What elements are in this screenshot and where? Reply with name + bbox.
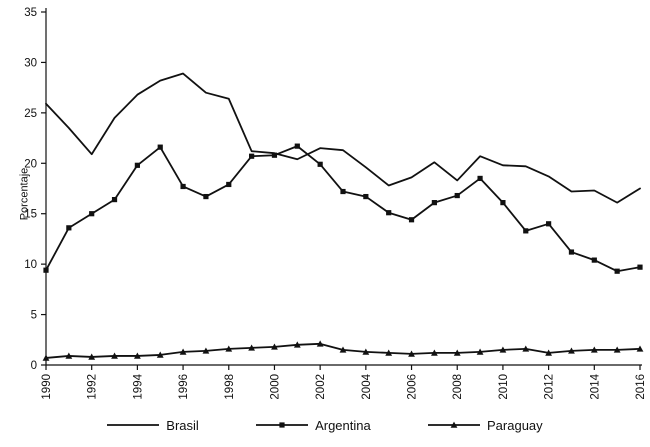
x-tick-label: 1996 — [178, 374, 190, 400]
legend-label: Brasil — [166, 417, 199, 433]
y-tick-label: 10 — [24, 259, 37, 271]
marker-square-argentina — [43, 267, 49, 273]
legend-triangle-sample-icon — [428, 421, 481, 428]
marker-square-argentina — [317, 161, 323, 167]
series-line-brasil — [45, 72, 641, 204]
marker-triangle-paraguay — [636, 345, 644, 352]
x-tick-label: 1998 — [224, 374, 236, 400]
x-tick-label: 2012 — [544, 374, 556, 400]
legend-item-paraguay: Paraguay — [428, 418, 543, 433]
marker-triangle-paraguay — [202, 347, 210, 354]
y-tick-label: 30 — [24, 57, 37, 69]
marker-triangle-paraguay — [271, 343, 278, 350]
y-tick-label: 20 — [24, 158, 37, 170]
x-tick-label: 2014 — [589, 373, 601, 399]
marker-triangle-paraguay — [499, 346, 507, 353]
x-tick-label: 2016 — [635, 374, 647, 400]
marker-square-argentina — [500, 200, 506, 206]
marker-triangle-paraguay — [476, 348, 484, 355]
marker-square-argentina — [431, 200, 437, 206]
marker-square-argentina — [249, 153, 255, 159]
marker-triangle-paraguay — [568, 347, 575, 354]
x-tick-label: 2002 — [315, 374, 327, 400]
marker-square-argentina — [89, 211, 95, 217]
marker-square-argentina — [180, 183, 186, 190]
marker-triangle-paraguay — [590, 346, 598, 353]
y-axis-title: Porcentaje — [18, 167, 31, 221]
marker-triangle-paraguay — [430, 349, 438, 356]
marker-square-argentina — [637, 264, 643, 270]
marker-square-argentina — [157, 144, 163, 150]
y-tick-label: 15 — [24, 209, 37, 221]
y-tick-label: 25 — [24, 108, 37, 120]
x-tick-label: 1994 — [132, 373, 144, 399]
marker-square-argentina — [477, 175, 483, 182]
marker-square-argentina — [363, 193, 369, 200]
marker-square-argentina — [203, 193, 209, 200]
legend-square-sample-icon — [256, 422, 309, 428]
marker-triangle-paraguay — [88, 353, 96, 360]
marker-triangle-paraguay — [179, 348, 187, 355]
marker-triangle-paraguay — [293, 341, 301, 348]
marker-square-argentina — [454, 192, 460, 199]
marker-triangle-paraguay — [453, 349, 461, 356]
legend-item-brasil: Brasil — [107, 418, 199, 433]
marker-square-argentina — [111, 196, 118, 203]
marker-triangle-paraguay — [408, 350, 415, 357]
marker-square-argentina — [568, 249, 575, 255]
x-tick-label: 2008 — [452, 374, 464, 400]
marker-triangle-paraguay — [133, 352, 141, 359]
marker-triangle-paraguay — [339, 346, 347, 353]
x-tick-label: 2006 — [407, 374, 419, 400]
marker-square-argentina — [271, 152, 278, 158]
marker-square-argentina — [294, 143, 300, 149]
marker-triangle-paraguay — [316, 340, 324, 347]
legend: Brasil Argentina Paraguay — [0, 407, 650, 443]
x-tick-label: 2010 — [498, 374, 510, 400]
marker-triangle-paraguay — [225, 345, 233, 352]
marker-square-argentina — [614, 268, 620, 274]
marker-square-argentina — [340, 188, 346, 195]
legend-line-sample-icon — [107, 424, 160, 426]
marker-triangle-paraguay — [156, 351, 164, 358]
marker-square-argentina — [226, 181, 232, 188]
marker-triangle-paraguay — [613, 346, 621, 353]
marker-triangle-paraguay — [42, 354, 50, 361]
legend-item-argentina: Argentina — [256, 418, 371, 433]
legend-label: Argentina — [315, 417, 371, 433]
marker-triangle-paraguay — [248, 344, 256, 351]
x-tick-label: 2000 — [269, 374, 281, 400]
marker-square-argentina — [546, 221, 552, 227]
marker-square-argentina — [386, 210, 392, 216]
line-chart-plot-area: 0 5 10 15 20 25 30 35 1990 1992 1994 1996 1998 2000 20… — [24, 7, 647, 400]
y-tick-label: 35 — [24, 7, 37, 19]
y-tick-label: 5 — [31, 310, 37, 322]
marker-square-argentina — [134, 162, 140, 168]
marker-triangle-paraguay — [65, 352, 73, 359]
x-tick-label: 2004 — [361, 373, 373, 399]
marker-triangle-paraguay — [111, 352, 118, 359]
marker-square-argentina — [523, 228, 529, 234]
marker-triangle-paraguay — [385, 349, 393, 356]
marker-triangle-paraguay — [362, 348, 370, 355]
marker-square-argentina — [66, 225, 72, 231]
x-tick-label: 1992 — [87, 374, 99, 400]
marker-square-argentina — [408, 217, 415, 223]
marker-triangle-paraguay — [545, 349, 553, 356]
marker-triangle-paraguay — [522, 345, 530, 352]
x-tick-label: 1990 — [41, 374, 53, 400]
y-tick-label: 0 — [31, 360, 37, 372]
marker-square-argentina — [591, 257, 597, 263]
legend-label: Paraguay — [487, 417, 543, 433]
